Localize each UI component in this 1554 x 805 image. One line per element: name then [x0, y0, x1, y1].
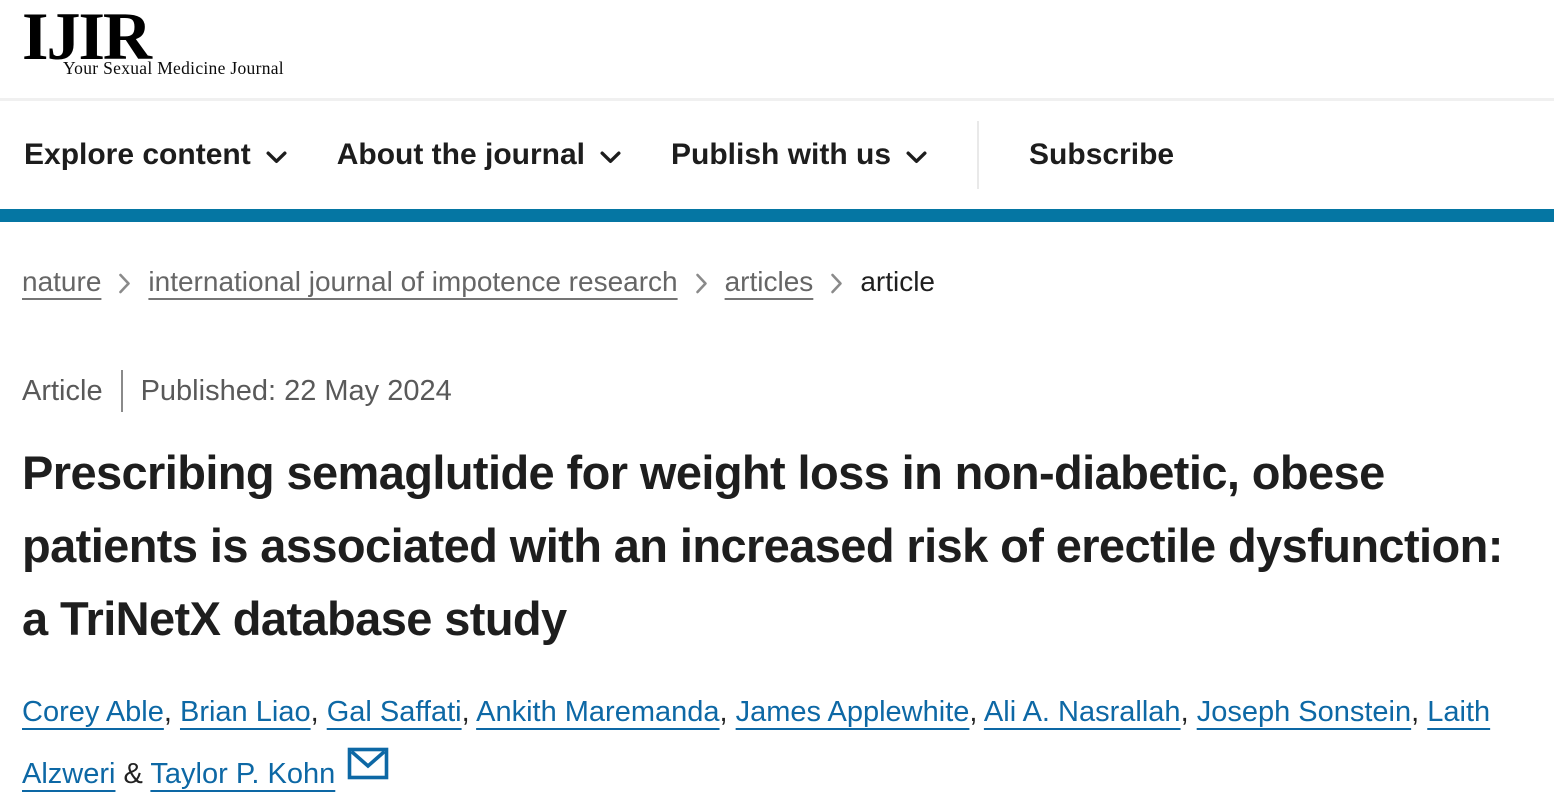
- author-link[interactable]: Ali A. Nasrallah: [983, 696, 1181, 728]
- author-link[interactable]: James Applewhite: [735, 696, 970, 728]
- author-last-separator: &: [115, 758, 151, 790]
- chevron-right-icon: [831, 273, 843, 293]
- breadcrumb-current: article: [860, 266, 936, 297]
- breadcrumb: nature international journal of impotenc…: [22, 266, 1530, 298]
- author-link[interactable]: Laith Alzweri: [22, 696, 1491, 790]
- author-link-corresponding[interactable]: Taylor P. Kohn: [150, 758, 336, 790]
- nav-item-about-the-journal[interactable]: About the journal: [337, 138, 621, 172]
- email-link[interactable]: [335, 747, 389, 790]
- journal-logo[interactable]: IJIR Your Sexual Medicine Journal: [22, 0, 442, 100]
- main-nav: Explore content About the journal Publis…: [0, 101, 1554, 209]
- author-separator: ,: [719, 696, 736, 728]
- published-date: Published: 22 May 2024: [140, 374, 452, 407]
- author-separator: ,: [1180, 696, 1197, 728]
- article-content: nature international journal of impotenc…: [0, 266, 1554, 805]
- nav-item-label: Subscribe: [1029, 138, 1175, 171]
- nav-item-label: Explore content: [24, 138, 251, 171]
- author-link[interactable]: Brian Liao: [179, 696, 311, 728]
- chevron-right-icon: [119, 273, 131, 293]
- nav-divider: [977, 121, 980, 189]
- nav-item-explore-content[interactable]: Explore content: [24, 138, 287, 172]
- journal-logo-acronym: IJIR: [22, 0, 152, 74]
- journal-header: IJIR Your Sexual Medicine Journal: [0, 0, 1554, 101]
- chevron-right-icon: [695, 273, 707, 293]
- chevron-down-icon: [906, 151, 927, 163]
- author-separator: ,: [1411, 696, 1428, 728]
- nav-item-label: Publish with us: [671, 138, 892, 171]
- breadcrumb-link-articles[interactable]: articles: [724, 266, 814, 297]
- author-link[interactable]: Gal Saffati: [326, 696, 462, 728]
- article-title: Prescribing semaglutide for weight loss …: [22, 446, 1503, 645]
- author-list: Corey Able, Brian Liao, Gal Saffati, Ank…: [22, 681, 1500, 805]
- author-link[interactable]: Joseph Sonstein: [1196, 696, 1412, 728]
- chevron-down-icon: [600, 151, 621, 163]
- nav-item-subscribe[interactable]: Subscribe: [1029, 138, 1174, 172]
- author-separator: ,: [163, 696, 180, 728]
- author-link[interactable]: Corey Able: [22, 696, 164, 728]
- author-separator: ,: [969, 696, 984, 728]
- article-type-label: Article: [22, 374, 103, 407]
- nav-item-label: About the journal: [336, 138, 586, 171]
- breadcrumb-link-nature[interactable]: nature: [22, 266, 102, 297]
- email-icon: [347, 747, 389, 780]
- author-separator: ,: [310, 696, 327, 728]
- author-separator: ,: [461, 696, 477, 728]
- breadcrumb-link-journal[interactable]: international journal of impotence resea…: [148, 266, 678, 297]
- journal-logo-tagline: Your Sexual Medicine Journal: [63, 58, 284, 78]
- article-meta: Article Published: 22 May 2024: [22, 370, 1530, 412]
- author-link[interactable]: Ankith Maremanda: [476, 696, 720, 728]
- meta-divider: [120, 370, 123, 412]
- nav-item-publish-with-us[interactable]: Publish with us: [671, 138, 927, 172]
- journal-accent-bar: [0, 209, 1554, 222]
- chevron-down-icon: [266, 151, 287, 163]
